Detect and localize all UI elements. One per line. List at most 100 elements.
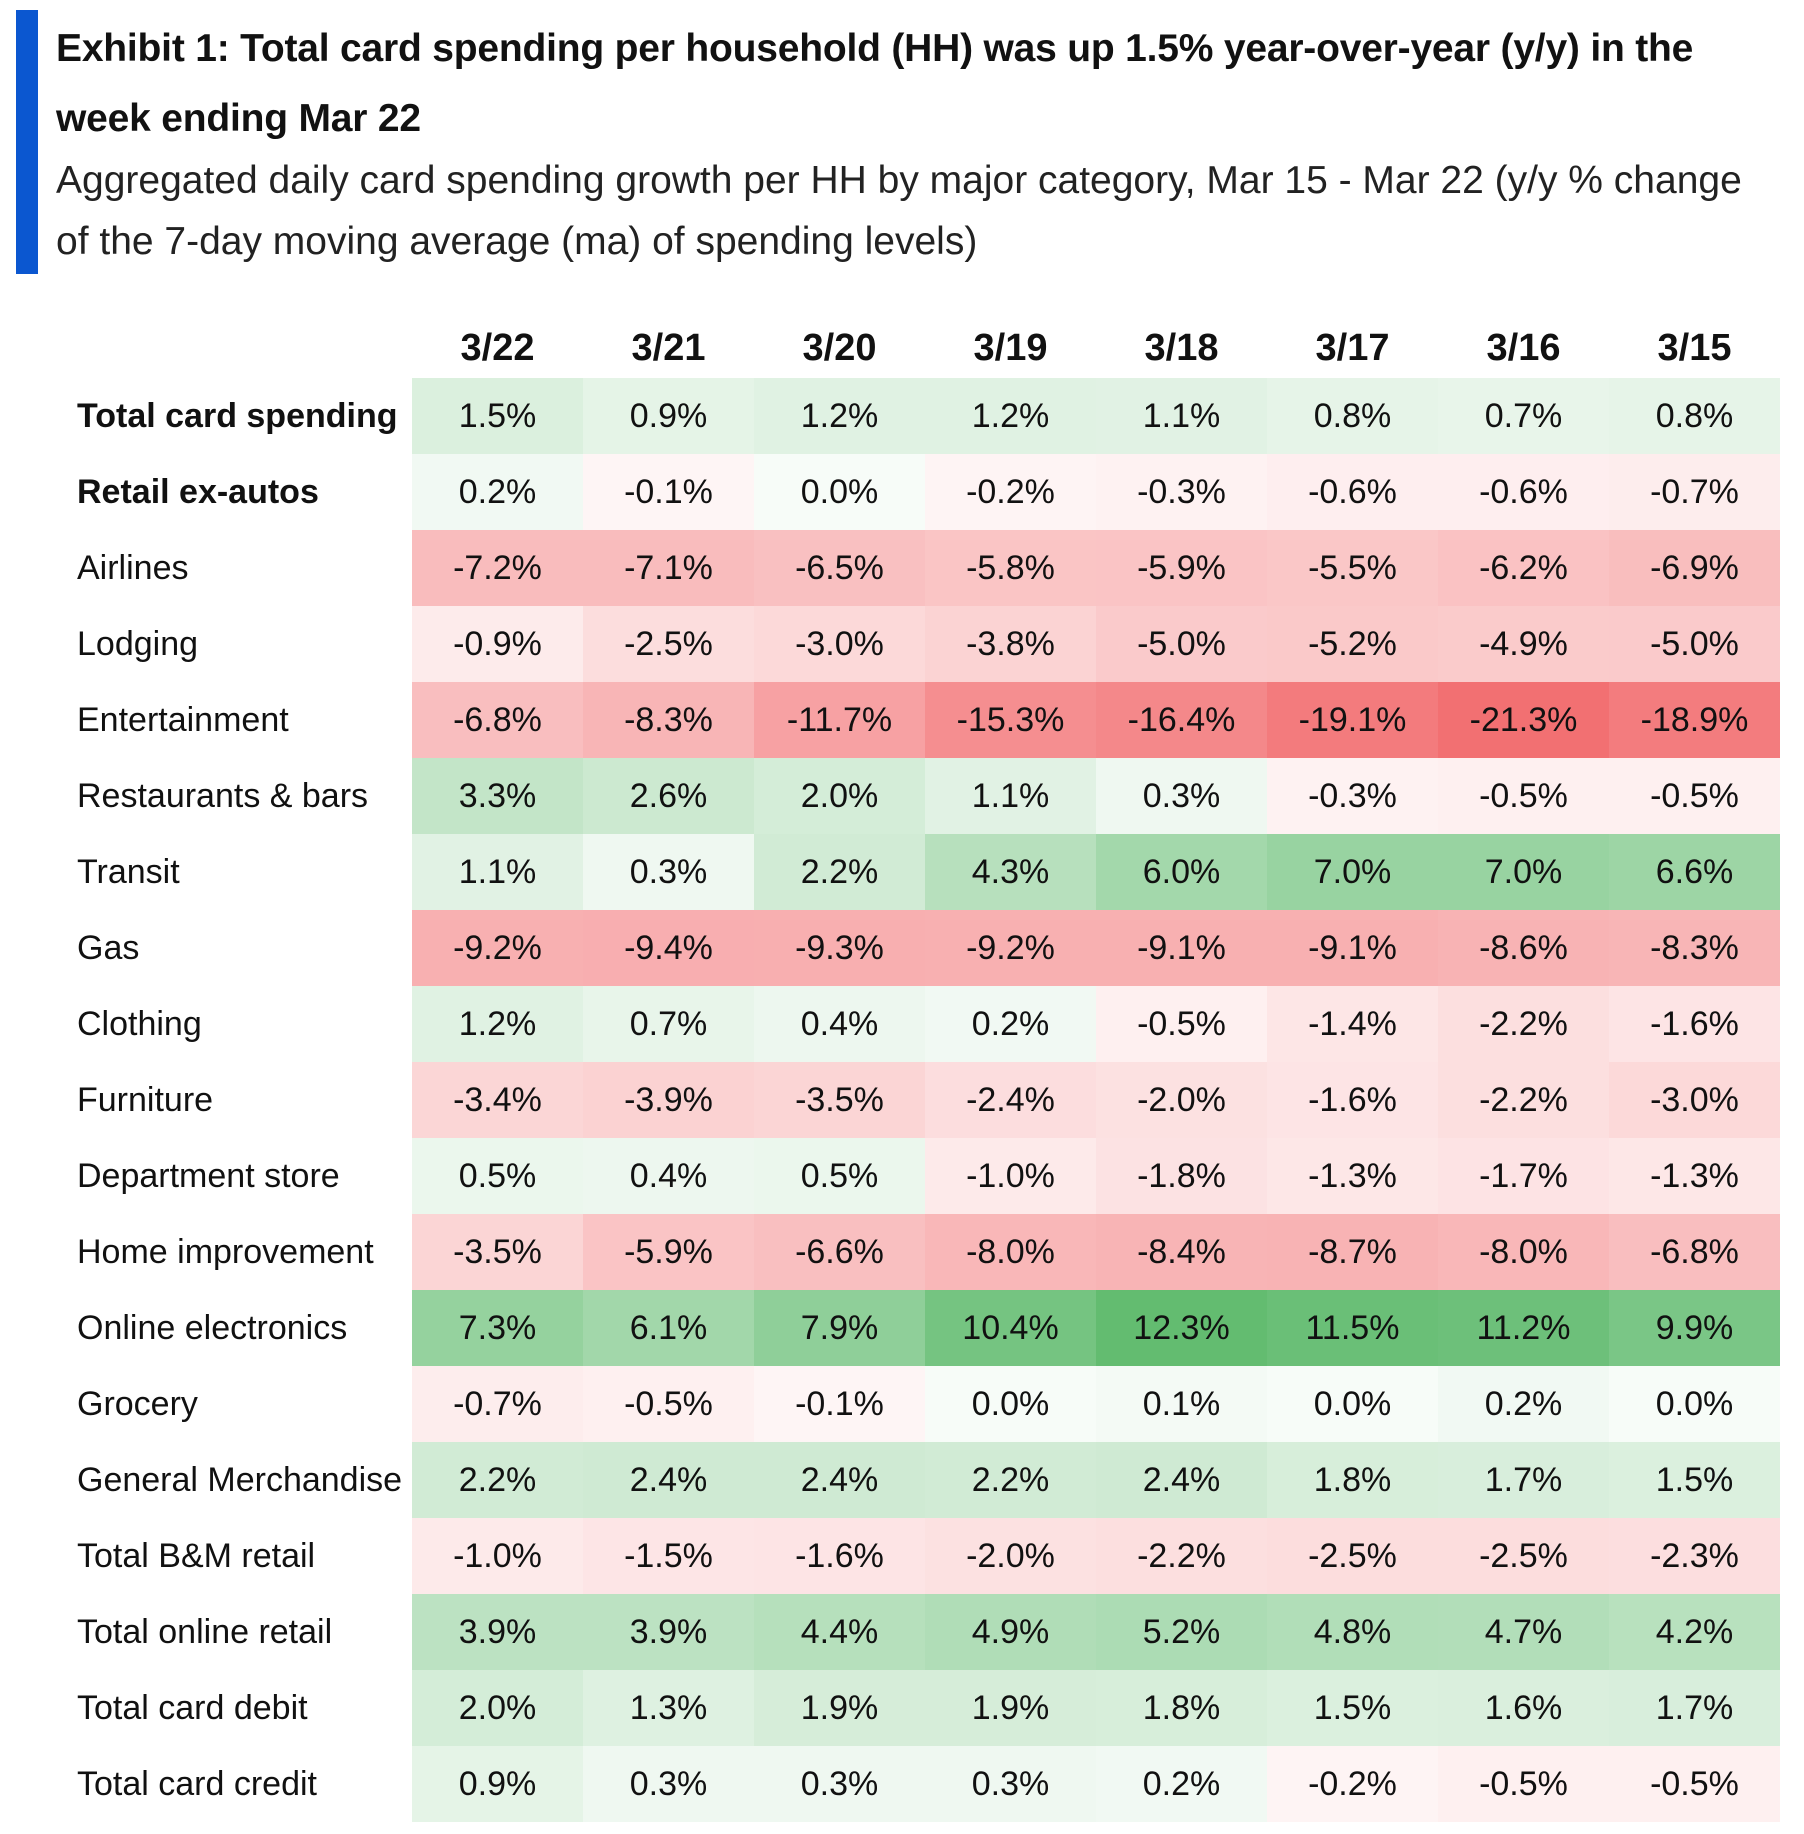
heatmap-cell: 1.3% [583, 1670, 754, 1746]
heatmap-cell: 6.1% [583, 1290, 754, 1366]
heatmap-cell: -0.2% [1267, 1746, 1438, 1822]
heatmap-cell: 0.8% [1609, 378, 1780, 454]
heatmap-cell: -1.6% [754, 1518, 925, 1594]
heatmap-cell: -8.0% [1438, 1214, 1609, 1290]
heatmap-cell: 1.2% [925, 378, 1096, 454]
row-label: Total card credit [77, 1765, 317, 1803]
heatmap-cell: 3.3% [412, 758, 583, 834]
heatmap-cell: 0.2% [1096, 1746, 1267, 1822]
row-label: Retail ex-autos [77, 473, 319, 511]
heatmap-cell: -8.7% [1267, 1214, 1438, 1290]
heatmap-cell: -3.8% [925, 606, 1096, 682]
heatmap-cell: 0.2% [412, 454, 583, 530]
heatmap-cell: 3.9% [583, 1594, 754, 1670]
chart-subtitle: Aggregated daily card spending growth pe… [56, 159, 1742, 263]
heatmap-cell: -1.7% [1438, 1138, 1609, 1214]
heatmap-cell: -5.9% [583, 1214, 754, 1290]
heatmap-cell: 0.4% [583, 1138, 754, 1214]
heatmap-cell: 1.6% [1438, 1670, 1609, 1746]
heatmap-cell: 0.4% [754, 986, 925, 1062]
heatmap-cell: 11.5% [1267, 1290, 1438, 1366]
heatmap-cell: 0.2% [925, 986, 1096, 1062]
heatmap-cell: -0.9% [412, 606, 583, 682]
heatmap-cell: -6.2% [1438, 530, 1609, 606]
heatmap-cell: 0.7% [583, 986, 754, 1062]
heatmap-cell: -0.5% [1438, 758, 1609, 834]
heatmap-cell: 1.1% [412, 834, 583, 910]
heatmap-cell: -5.0% [1096, 606, 1267, 682]
heatmap-cell: -1.6% [1267, 1062, 1438, 1138]
heatmap-cell: -0.1% [754, 1366, 925, 1442]
heatmap-cell: 3.9% [412, 1594, 583, 1670]
column-header: 3/20 [802, 327, 877, 369]
heatmap-cell: 1.1% [1096, 378, 1267, 454]
heatmap-cell: -9.3% [754, 910, 925, 986]
heatmap-cell: -2.5% [583, 606, 754, 682]
heatmap-cell: 2.2% [412, 1442, 583, 1518]
heatmap-cell: 0.5% [412, 1138, 583, 1214]
heatmap-cell: -2.5% [1438, 1518, 1609, 1594]
heatmap-cell: 2.6% [583, 758, 754, 834]
heatmap-cell: -19.1% [1267, 682, 1438, 758]
heatmap-cell: 1.8% [1267, 1442, 1438, 1518]
heatmap-cell: -2.3% [1609, 1518, 1780, 1594]
column-header: 3/18 [1144, 327, 1219, 369]
heatmap-cell: -9.2% [412, 910, 583, 986]
column-header: 3/17 [1315, 327, 1390, 369]
heatmap-cell: 7.0% [1267, 834, 1438, 910]
heatmap-cell: -2.0% [925, 1518, 1096, 1594]
row-label: Department store [77, 1157, 340, 1195]
heatmap-cell: 0.0% [925, 1366, 1096, 1442]
chart-title: Exhibit 1: Total card spending per house… [56, 27, 1694, 140]
row-label: Gas [77, 929, 140, 967]
heatmap-cell: -9.4% [583, 910, 754, 986]
heatmap-cell: 4.9% [925, 1594, 1096, 1670]
heatmap-cell: -0.1% [583, 454, 754, 530]
heatmap-cell: 1.7% [1438, 1442, 1609, 1518]
row-label: Total online retail [77, 1613, 333, 1651]
heatmap-cell: 0.0% [754, 454, 925, 530]
heatmap-cell: 0.5% [754, 1138, 925, 1214]
heatmap-cell: -3.9% [583, 1062, 754, 1138]
heatmap-cell: -0.3% [1267, 758, 1438, 834]
heatmap-cell: -2.5% [1267, 1518, 1438, 1594]
heatmap-cell: 10.4% [925, 1290, 1096, 1366]
heatmap-cell: -8.4% [1096, 1214, 1267, 1290]
heatmap-cell: -2.4% [925, 1062, 1096, 1138]
heatmap-cell: 0.3% [583, 834, 754, 910]
row-label: Lodging [77, 625, 199, 663]
heatmap-cell: 9.9% [1609, 1290, 1780, 1366]
heatmap-cell: -7.1% [583, 530, 754, 606]
heatmap-cell: -0.7% [1609, 454, 1780, 530]
heatmap-cell: -6.6% [754, 1214, 925, 1290]
column-header: 3/15 [1657, 327, 1732, 369]
heatmap-cell: -1.3% [1267, 1138, 1438, 1214]
column-header: 3/16 [1486, 327, 1561, 369]
heatmap-cell: -8.0% [925, 1214, 1096, 1290]
heatmap-cell: 1.9% [925, 1670, 1096, 1746]
column-header: 3/21 [631, 327, 706, 369]
heatmap-cell: 2.0% [754, 758, 925, 834]
heatmap-cell: -3.4% [412, 1062, 583, 1138]
heatmap-cell: 0.9% [583, 378, 754, 454]
heatmap-cell: 2.4% [583, 1442, 754, 1518]
column-header: 3/19 [973, 327, 1048, 369]
heatmap-cell: -9.1% [1096, 910, 1267, 986]
row-label: Online electronics [77, 1309, 348, 1347]
row-label: Clothing [77, 1005, 202, 1043]
heatmap-cell: -4.9% [1438, 606, 1609, 682]
heatmap-cell: -0.2% [925, 454, 1096, 530]
heatmap-cell: 2.4% [754, 1442, 925, 1518]
heatmap-cell: -5.9% [1096, 530, 1267, 606]
heatmap-cell: 0.0% [1609, 1366, 1780, 1442]
heatmap-cell: -0.5% [583, 1366, 754, 1442]
row-label: General Merchandise [77, 1461, 403, 1499]
heatmap-cell: 4.2% [1609, 1594, 1780, 1670]
heatmap-cell: 1.5% [1609, 1442, 1780, 1518]
heatmap-cell: 12.3% [1096, 1290, 1267, 1366]
heatmap-cell: 0.3% [754, 1746, 925, 1822]
row-label: Entertainment [77, 701, 289, 739]
heatmap-cell: -1.6% [1609, 986, 1780, 1062]
heatmap-cell: 4.8% [1267, 1594, 1438, 1670]
